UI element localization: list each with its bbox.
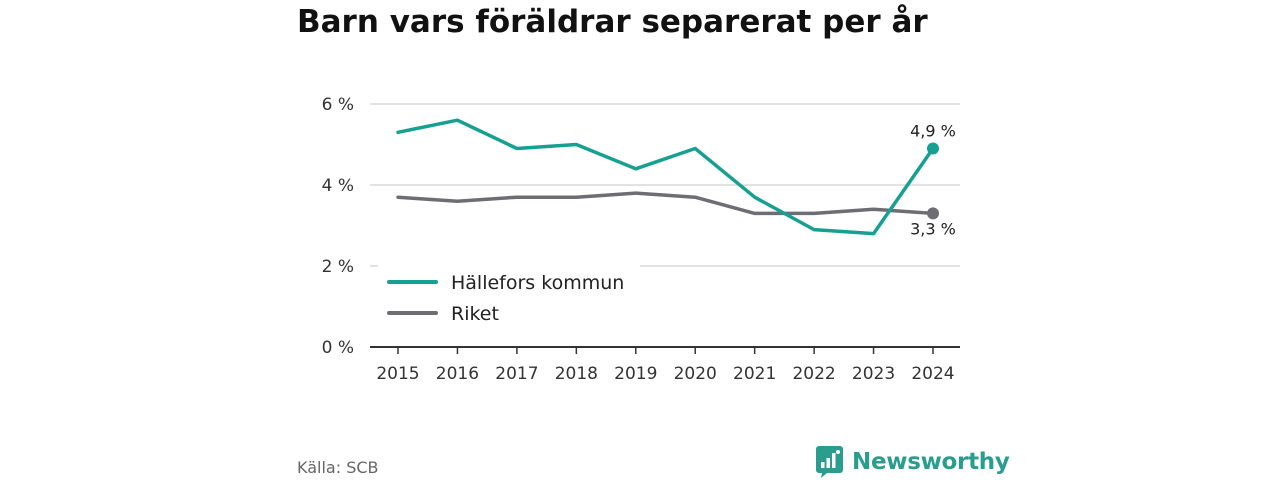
source-text: Källa: SCB	[297, 458, 379, 477]
x-tick-label: 2023	[852, 364, 895, 384]
series-line	[396, 118, 935, 236]
x-tick-label: 2019	[614, 364, 657, 384]
y-tick-label: 6 %	[322, 95, 354, 115]
brand-name: Newsworthy	[852, 449, 1010, 475]
series-end-point	[927, 142, 939, 155]
series-line	[396, 191, 935, 216]
x-tick-label: 2018	[555, 364, 598, 384]
x-tick-label: 2016	[436, 364, 479, 384]
x-tick-label: 2024	[911, 364, 954, 384]
series-end-point	[927, 207, 939, 220]
series-end-label: 3,3 %	[910, 219, 956, 238]
brand-logo[interactable]: Newsworthy	[816, 446, 1010, 478]
newsworthy-logo-icon	[816, 446, 843, 478]
y-tick-label: 4 %	[322, 176, 354, 196]
x-tick-label: 2022	[792, 364, 835, 384]
x-tick-label: 2021	[733, 364, 776, 384]
y-tick-label: 0 %	[322, 338, 354, 358]
y-tick-label: 2 %	[322, 257, 354, 277]
legend-label: Hällefors kommun	[451, 272, 624, 294]
series-end-label: 4,9 %	[910, 122, 956, 141]
legend-background	[378, 262, 640, 334]
x-tick-label: 2020	[674, 364, 717, 384]
x-tick-label: 2017	[495, 364, 538, 384]
x-tick-label: 2015	[376, 364, 419, 384]
legend-label: Riket	[451, 303, 499, 325]
chart-title: Barn vars föräldrar separerat per år	[297, 4, 928, 40]
